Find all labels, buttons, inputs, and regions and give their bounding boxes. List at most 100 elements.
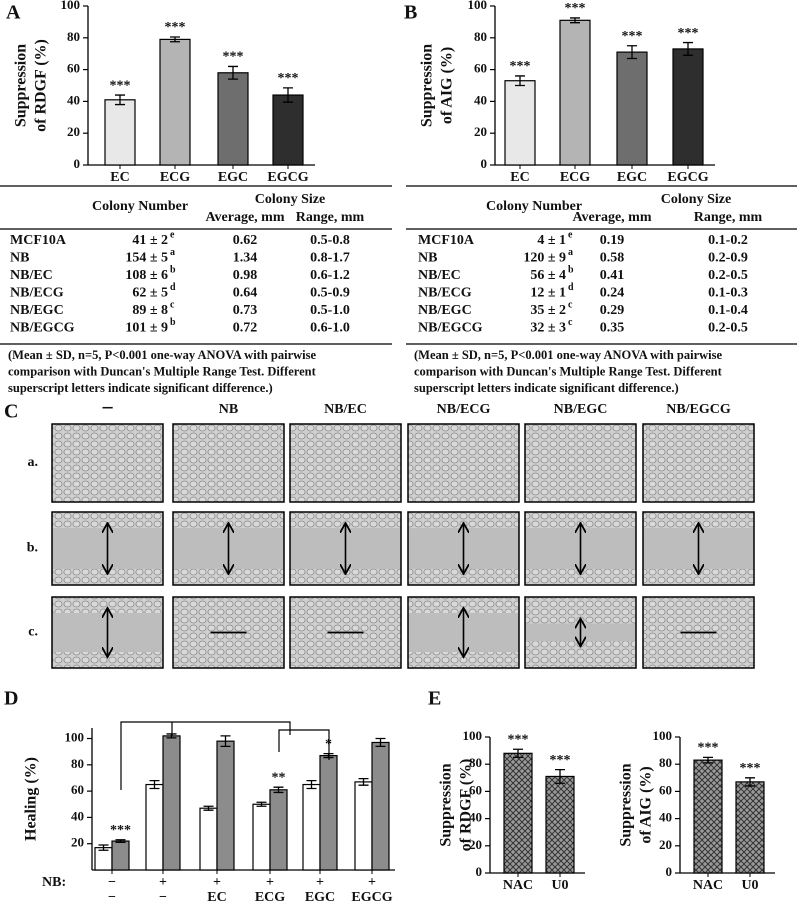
cell-layer [408, 512, 519, 529]
colony-number: 154 ± 5 [125, 251, 168, 266]
bar [545, 775, 575, 874]
superscript: b [568, 264, 574, 275]
y-tick-label: 60 [474, 61, 487, 76]
row-label: c. [28, 625, 38, 640]
y-tick-label: 100 [468, 0, 488, 12]
error-bar [306, 779, 317, 790]
micrograph-border [289, 423, 402, 503]
x-tick-label: EC [207, 890, 226, 904]
micrograph-border [172, 596, 285, 669]
table-note: comparison with Duncan's Multiple Range … [414, 364, 723, 378]
error-bar [513, 748, 523, 759]
table-header: Average, mm [205, 210, 284, 225]
x-tick-label: EC [510, 170, 529, 185]
cell-layer [525, 512, 636, 529]
error-bar [170, 36, 180, 43]
y-axis-label: of AIG (%) [439, 47, 456, 124]
bar [216, 740, 235, 871]
micrograph-border [289, 511, 402, 586]
x-tick-label: + [316, 875, 324, 890]
cell-layer [173, 568, 284, 585]
y-tick-label: 40 [659, 810, 672, 825]
y-tick-label: 80 [474, 29, 487, 44]
micrograph-border [51, 511, 164, 586]
significance-label: *** [510, 59, 531, 74]
micrograph-border [407, 423, 520, 503]
row-label: NB/EC [10, 268, 53, 283]
x-tick-label: ECG [255, 890, 285, 904]
x-tick-label: + [159, 875, 167, 890]
row-label: NB/EC [418, 268, 461, 283]
cell-layer [52, 652, 163, 668]
error-bar [570, 17, 580, 24]
bar [735, 781, 765, 874]
size-range: 0.2-0.9 [708, 251, 748, 266]
bar [319, 755, 338, 871]
superscript: d [170, 282, 176, 293]
micrograph [290, 424, 401, 502]
y-axis-label: of RDGF (%) [458, 759, 475, 852]
y-tick-label: 100 [61, 0, 81, 12]
x-tick-label: EGCG [267, 170, 308, 185]
superscript: e [568, 229, 573, 240]
row-label: NB/EGC [418, 303, 472, 318]
micrograph-border [51, 423, 164, 503]
size-range: 0.8-1.7 [310, 251, 350, 266]
cell-layer [290, 568, 401, 585]
bar [159, 38, 191, 166]
panel-label: B [404, 2, 417, 24]
average-size: 0.35 [600, 321, 625, 336]
bar [371, 741, 390, 871]
bar [616, 51, 648, 166]
bar [672, 48, 704, 166]
y-tick-label: 40 [71, 808, 84, 823]
comparison-bracket [120, 721, 291, 790]
size-range: 0.1-0.4 [708, 303, 748, 318]
average-size: 0.64 [233, 286, 258, 301]
significance-label: *** [110, 823, 131, 838]
row-label: NB/ECG [10, 286, 64, 301]
size-range: 0.6-1.0 [310, 321, 350, 336]
error-bar [98, 844, 109, 851]
y-tick-label: 20 [659, 837, 672, 852]
cell-layer [408, 597, 519, 613]
average-size: 0.58 [600, 251, 625, 266]
colony-number: 120 ± 9 [523, 251, 566, 266]
bar [111, 840, 130, 871]
colony-number: 101 ± 9 [125, 321, 168, 336]
colony-number: 41 ± 2 [132, 233, 168, 248]
y-tick-label: 0 [666, 864, 673, 879]
micrograph-border [524, 511, 637, 586]
micrograph [173, 424, 284, 502]
table-header: Range, mm [296, 210, 365, 225]
significance-label: *** [622, 29, 643, 44]
x-tick-label: NAC [693, 878, 723, 893]
row-label: NB [10, 251, 29, 266]
column-label: NB/ECG [437, 402, 491, 417]
y-tick-label: 20 [67, 124, 80, 139]
significance-label: *** [698, 741, 719, 756]
comparison-bracket [278, 729, 330, 760]
bar [503, 752, 533, 874]
superscript: e [170, 229, 175, 240]
y-tick-label: 80 [67, 29, 80, 44]
error-bar [555, 768, 565, 784]
column-label: NB/EC [324, 402, 367, 417]
bar [693, 759, 723, 874]
category-row-label: NB: [42, 875, 66, 890]
y-tick-label: 60 [67, 61, 80, 76]
table-note: superscript letters indicate significant… [414, 381, 679, 395]
colony-number: 4 ± 1 [537, 233, 566, 248]
micrograph-border [51, 596, 164, 669]
x-tick-label: U0 [741, 878, 758, 893]
row-label: MCF10A [10, 233, 67, 248]
size-range: 0.6-1.2 [310, 268, 350, 283]
average-size: 0.19 [600, 233, 625, 248]
row-label: b. [27, 541, 38, 556]
y-tick-label: 0 [476, 864, 483, 879]
x-tick-label: − [159, 890, 167, 904]
error-bar [203, 805, 214, 811]
panel-label: C [4, 401, 18, 423]
bar [302, 783, 321, 871]
